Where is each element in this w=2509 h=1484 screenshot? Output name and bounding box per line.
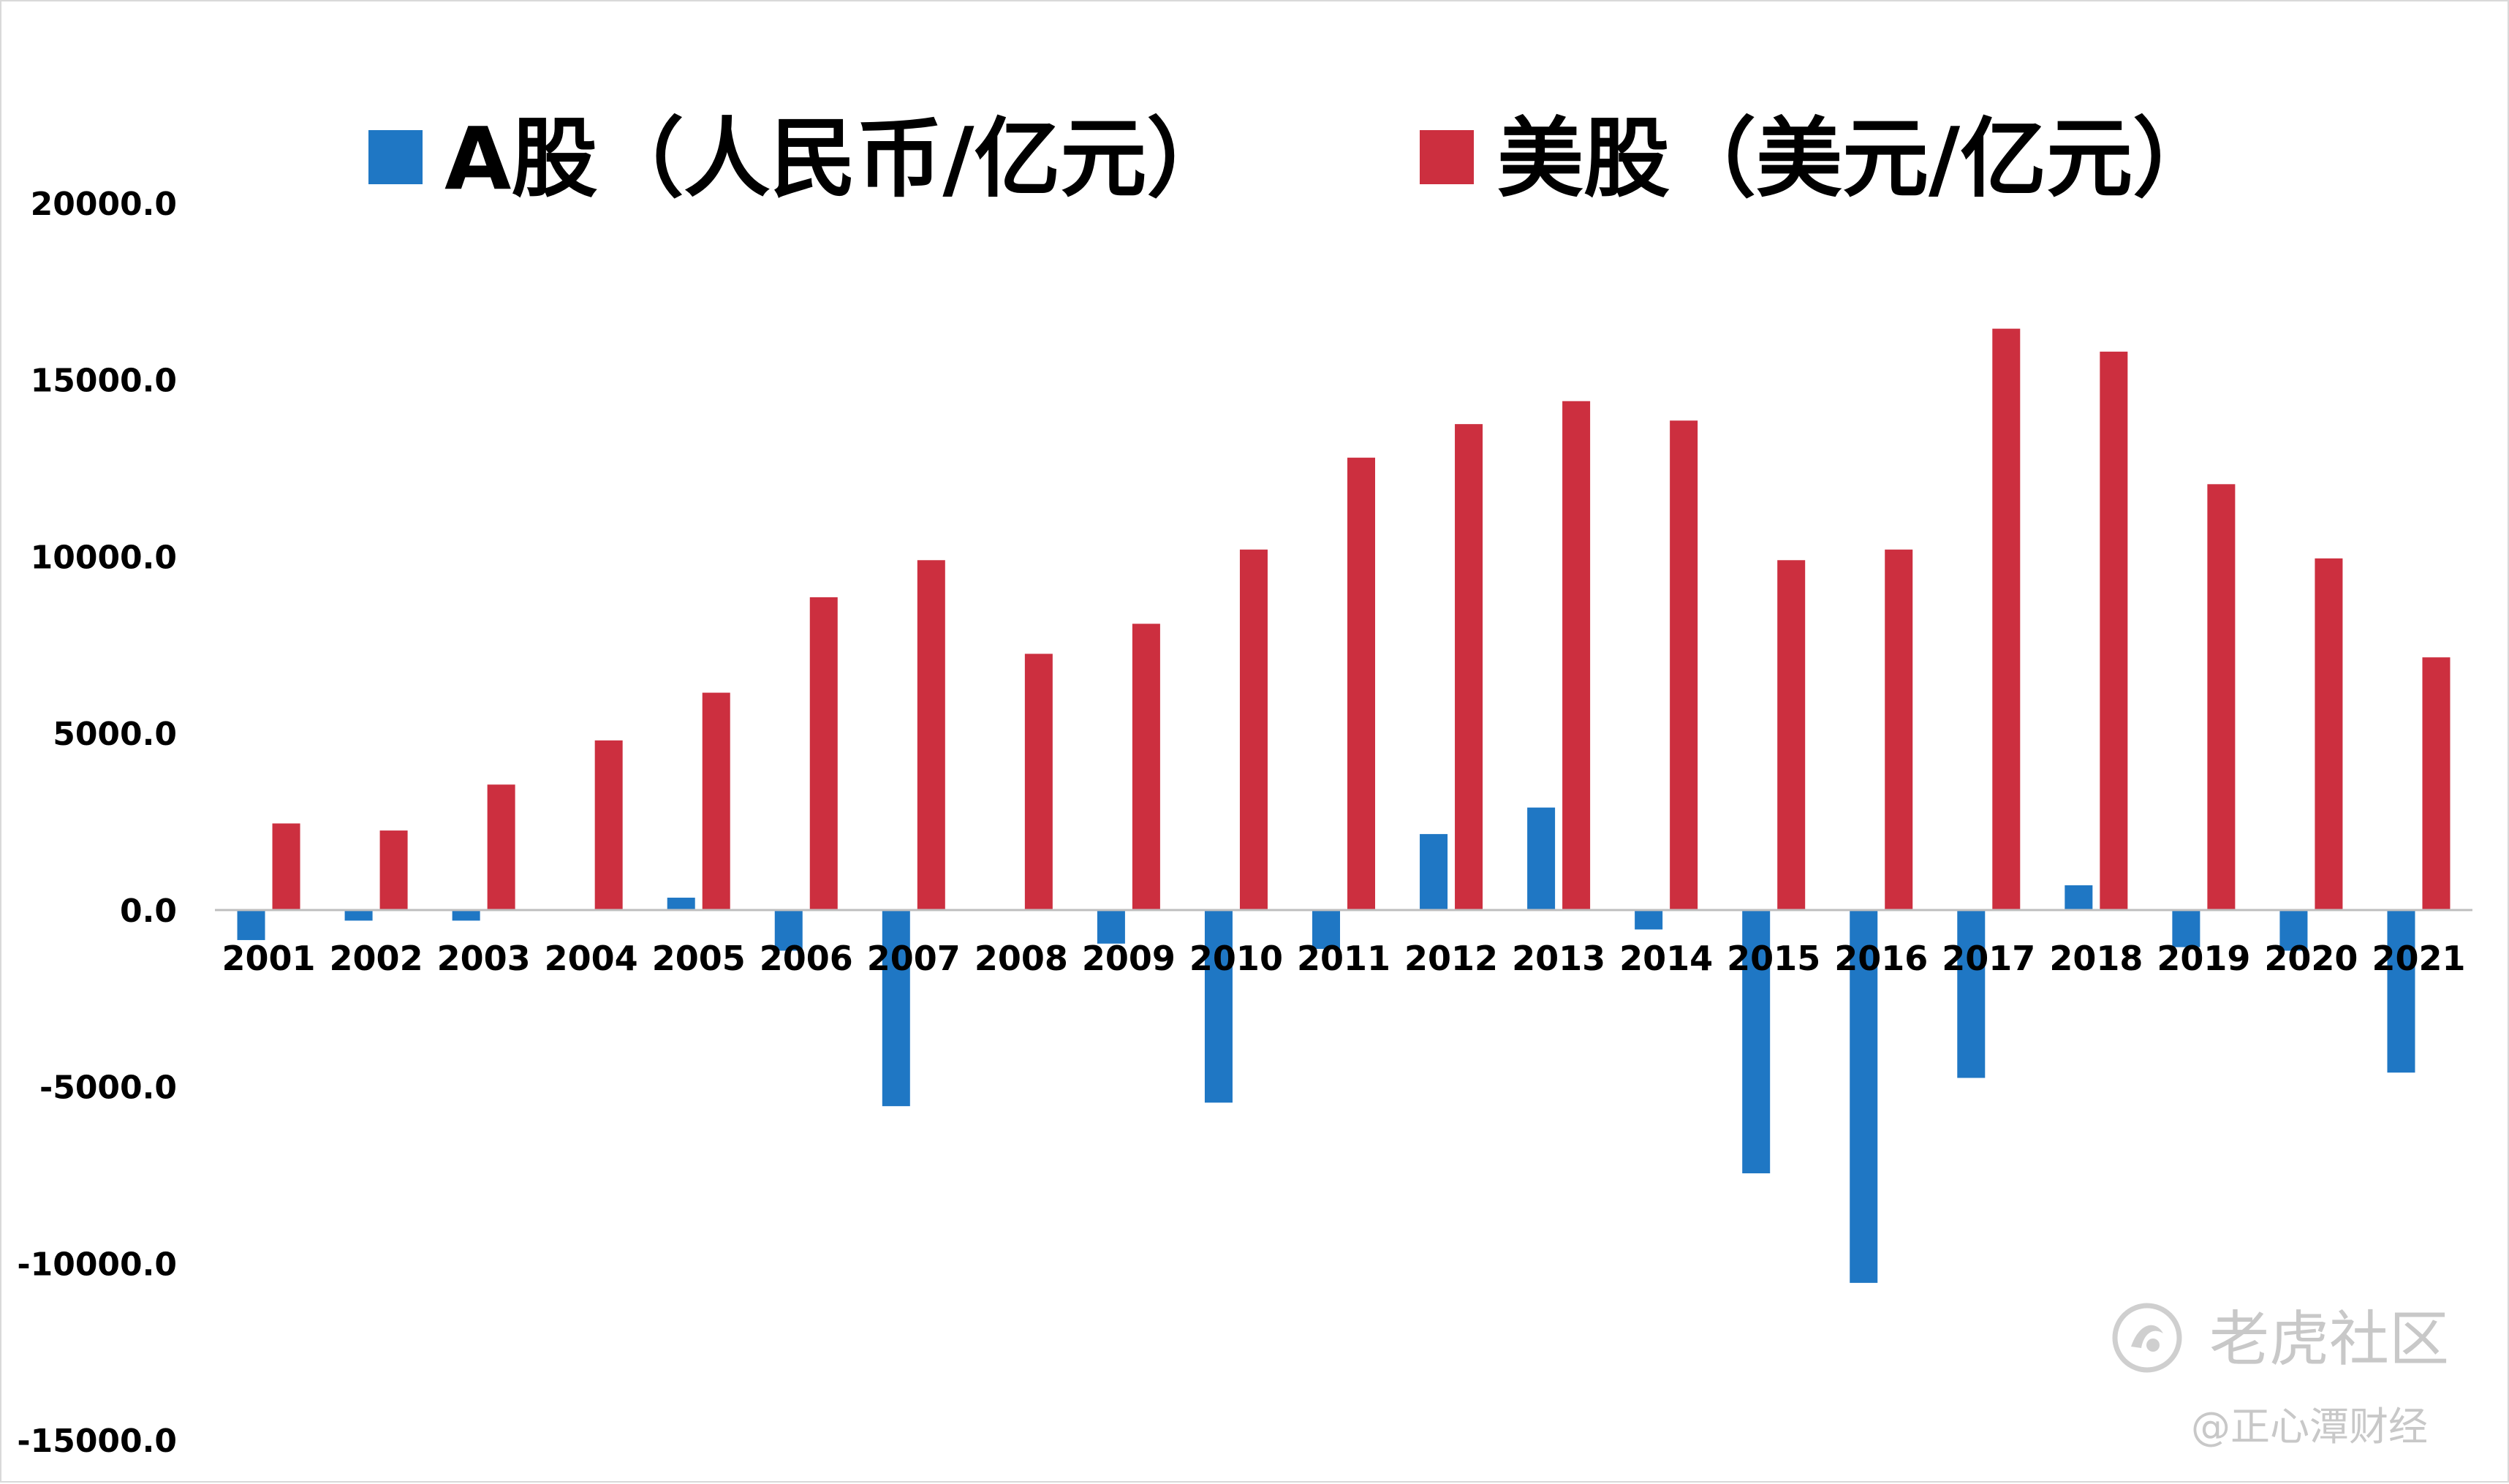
- bar-a-shares-2003: [452, 909, 480, 921]
- x-tick-label: 2004: [545, 939, 638, 978]
- bar-a-shares-2016: [1850, 909, 1878, 1283]
- x-axis: 2001 2002 2003 2004 2005 2006 2007 2008 2009 2010…: [222, 939, 2466, 978]
- bar-us-shares-2015: [1777, 560, 1806, 910]
- bar-us-shares-2012: [1455, 424, 1483, 910]
- bar-a-shares-2019: [2172, 909, 2200, 947]
- bar-us-shares-2005: [702, 692, 730, 910]
- y-tick-label: 20000.0: [31, 186, 177, 223]
- bar-a-shares-2018: [2065, 885, 2093, 910]
- bar-us-shares-2007: [917, 560, 945, 910]
- x-tick-label: 2006: [760, 939, 853, 978]
- x-tick-label: 2020: [2264, 939, 2358, 978]
- bar-us-shares-2009: [1132, 624, 1160, 910]
- x-tick-label: 2002: [330, 939, 423, 978]
- bar-a-shares-2009: [1097, 909, 1125, 944]
- bar-us-shares-2018: [2100, 352, 2128, 910]
- x-tick-label: 2011: [1297, 939, 1390, 978]
- bar-a-shares-2021: [2387, 909, 2415, 1073]
- bar-us-shares-2020: [2315, 558, 2343, 910]
- bar-a-shares-2014: [1635, 909, 1663, 930]
- x-tick-label: 2009: [1082, 939, 1176, 978]
- bar-us-shares-2013: [1562, 401, 1591, 910]
- bar-us-shares-2008: [1024, 654, 1053, 910]
- x-tick-label: 2001: [222, 939, 316, 978]
- bar-us-shares-2002: [379, 830, 408, 910]
- y-axis: 20000.0 15000.0 10000.0 5000.0 0.0 -5000.0 -10…: [17, 186, 177, 1460]
- bar-us-shares-2016: [1885, 549, 1913, 910]
- x-tick-label: 2007: [867, 939, 961, 978]
- bar-us-shares-2003: [487, 784, 515, 910]
- x-tick-label: 2013: [1512, 939, 1605, 978]
- bar-us-shares-2004: [594, 740, 623, 910]
- legend-swatch-us-shares: [1420, 130, 1474, 184]
- bar-us-shares-2014: [1670, 420, 1698, 910]
- bar-a-shares-2017: [1957, 909, 1986, 1078]
- bar-a-shares-2012: [1420, 833, 1448, 910]
- bar-a-shares-2007: [882, 909, 910, 1107]
- watermark-handle: @正心潭财经: [2191, 1404, 2428, 1450]
- y-tick-label: -10000.0: [17, 1246, 177, 1283]
- x-tick-label: 2018: [2049, 939, 2143, 978]
- x-tick-label: 2019: [2157, 939, 2250, 978]
- bar-a-shares-2015: [1742, 909, 1771, 1174]
- x-tick-label: 2005: [652, 939, 746, 978]
- x-tick-label: 2015: [1727, 939, 1820, 978]
- y-tick-label: -15000.0: [17, 1423, 177, 1460]
- legend: A股（人民币/亿元） 美股（美元/亿元）: [368, 108, 2219, 209]
- tiger-logo-icon: [2112, 1303, 2182, 1373]
- bar-a-shares-2001: [237, 909, 265, 940]
- bar-a-shares-2010: [1204, 909, 1233, 1103]
- x-tick-label: 2010: [1189, 939, 1283, 978]
- bar-a-shares-2006: [774, 909, 803, 951]
- y-tick-label: 10000.0: [31, 539, 177, 576]
- bar-a-shares-2020: [2279, 909, 2308, 951]
- bar-us-shares-2010: [1239, 549, 1268, 910]
- watermark-logo-text: 老虎社区: [2209, 1305, 2449, 1374]
- bar-us-shares-2011: [1347, 458, 1375, 910]
- x-tick-label: 2017: [1942, 939, 2035, 978]
- x-tick-label: 2008: [975, 939, 1068, 978]
- bar-a-shares-2002: [344, 909, 373, 921]
- legend-swatch-a-shares: [368, 130, 423, 184]
- watermark: 老虎社区 @正心潭财经: [2112, 1303, 2449, 1450]
- y-tick-label: 0.0: [120, 893, 177, 930]
- bar-us-shares-2006: [809, 597, 838, 910]
- x-tick-label: 2016: [1834, 939, 1928, 978]
- legend-label-a-shares: A股（人民币/亿元）: [444, 108, 1233, 209]
- y-tick-label: 15000.0: [31, 363, 177, 400]
- bar-a-shares-2011: [1312, 909, 1340, 950]
- bar-us-shares-2021: [2422, 657, 2451, 910]
- legend-label-us-shares: 美股（美元/亿元）: [1497, 108, 2219, 209]
- bar-us-shares-2019: [2207, 484, 2236, 910]
- x-tick-label: 2014: [1619, 939, 1713, 978]
- x-tick-label: 2021: [2372, 939, 2465, 978]
- bar-us-shares-2001: [272, 823, 300, 910]
- bar-a-shares-2005: [667, 897, 695, 910]
- x-tick-label: 2003: [437, 939, 531, 978]
- bar-us-shares-2017: [1992, 328, 2021, 910]
- bars: [237, 328, 2451, 1283]
- y-tick-label: -5000.0: [39, 1070, 177, 1107]
- bar-a-shares-2013: [1527, 807, 1556, 910]
- x-tick-label: 2012: [1404, 939, 1498, 978]
- y-tick-label: 5000.0: [53, 716, 177, 753]
